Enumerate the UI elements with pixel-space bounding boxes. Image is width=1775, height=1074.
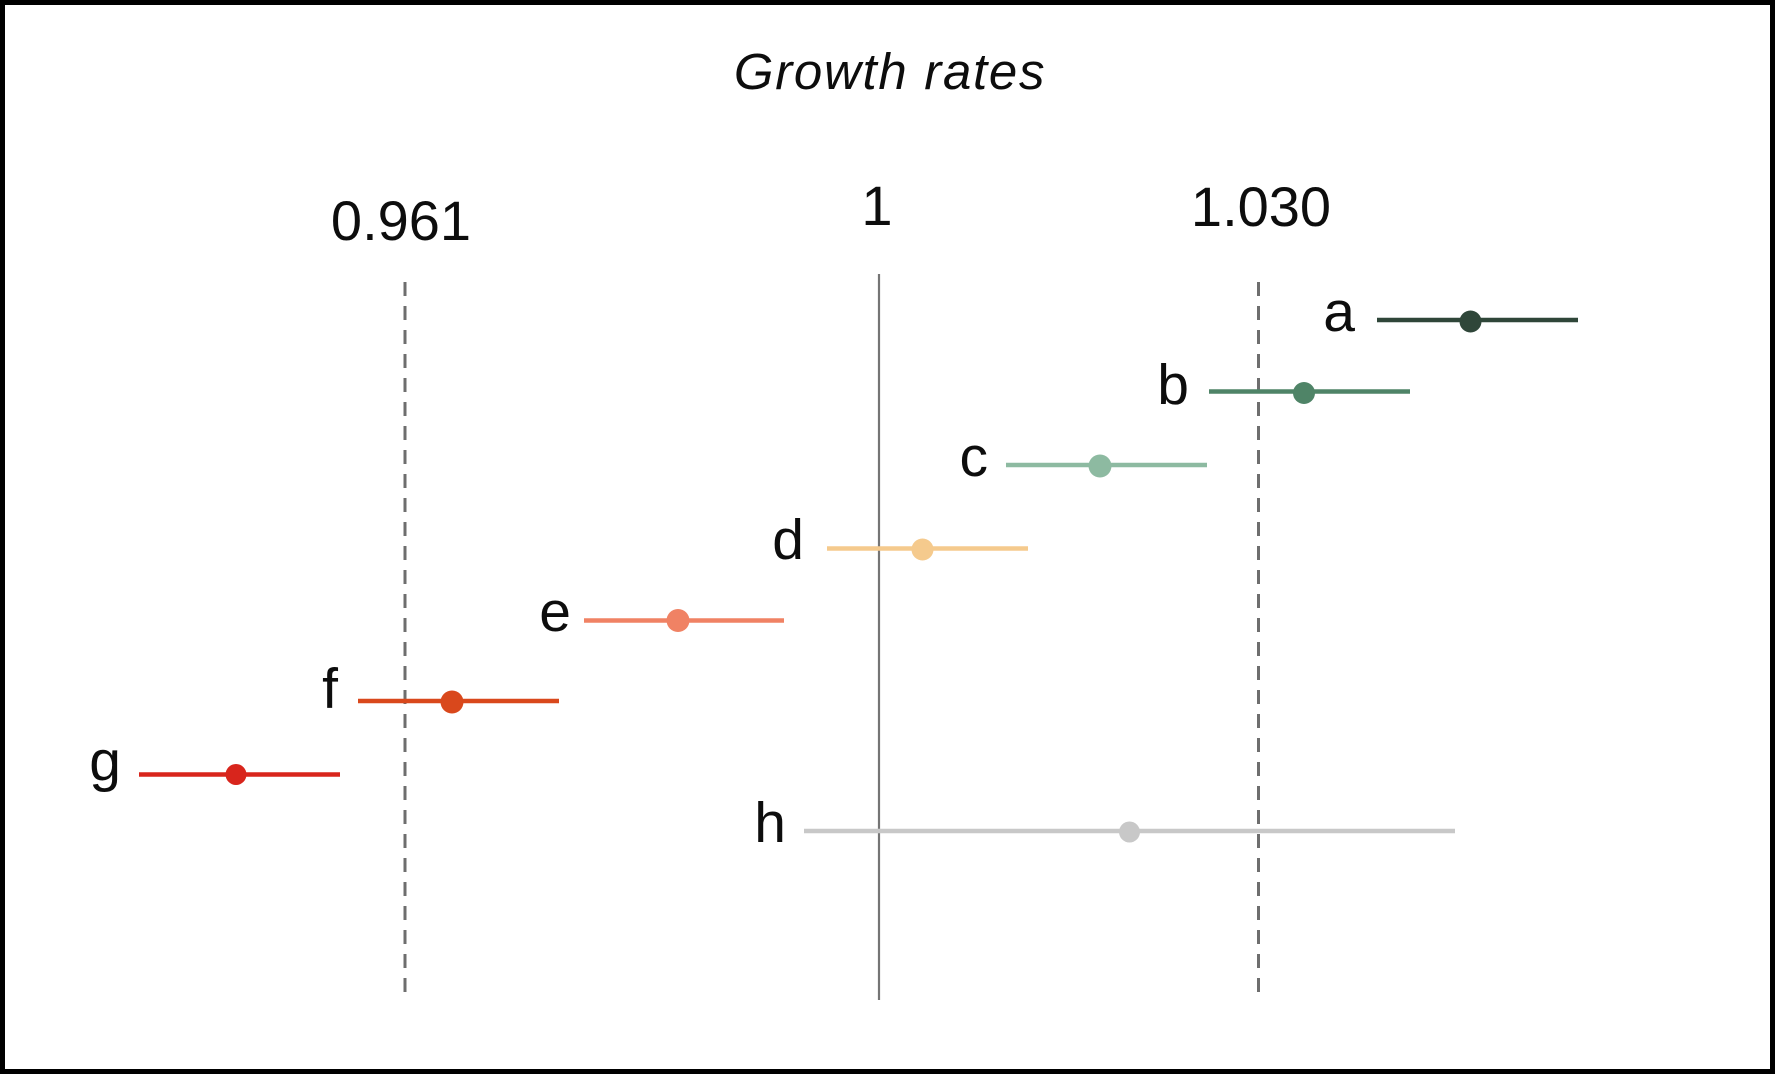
- svg-text:a: a: [1323, 280, 1355, 344]
- svg-text:b: b: [1157, 353, 1189, 417]
- svg-text:1: 1: [861, 174, 892, 237]
- svg-text:h: h: [754, 791, 786, 855]
- svg-text:1.030: 1.030: [1191, 175, 1331, 238]
- svg-text:d: d: [772, 508, 804, 572]
- svg-text:c: c: [960, 425, 989, 489]
- svg-text:e: e: [539, 580, 571, 644]
- svg-text:0.961: 0.961: [331, 189, 471, 252]
- svg-text:Growth rates: Growth rates: [734, 43, 1046, 100]
- svg-text:g: g: [89, 729, 121, 793]
- svg-text:f: f: [322, 657, 338, 721]
